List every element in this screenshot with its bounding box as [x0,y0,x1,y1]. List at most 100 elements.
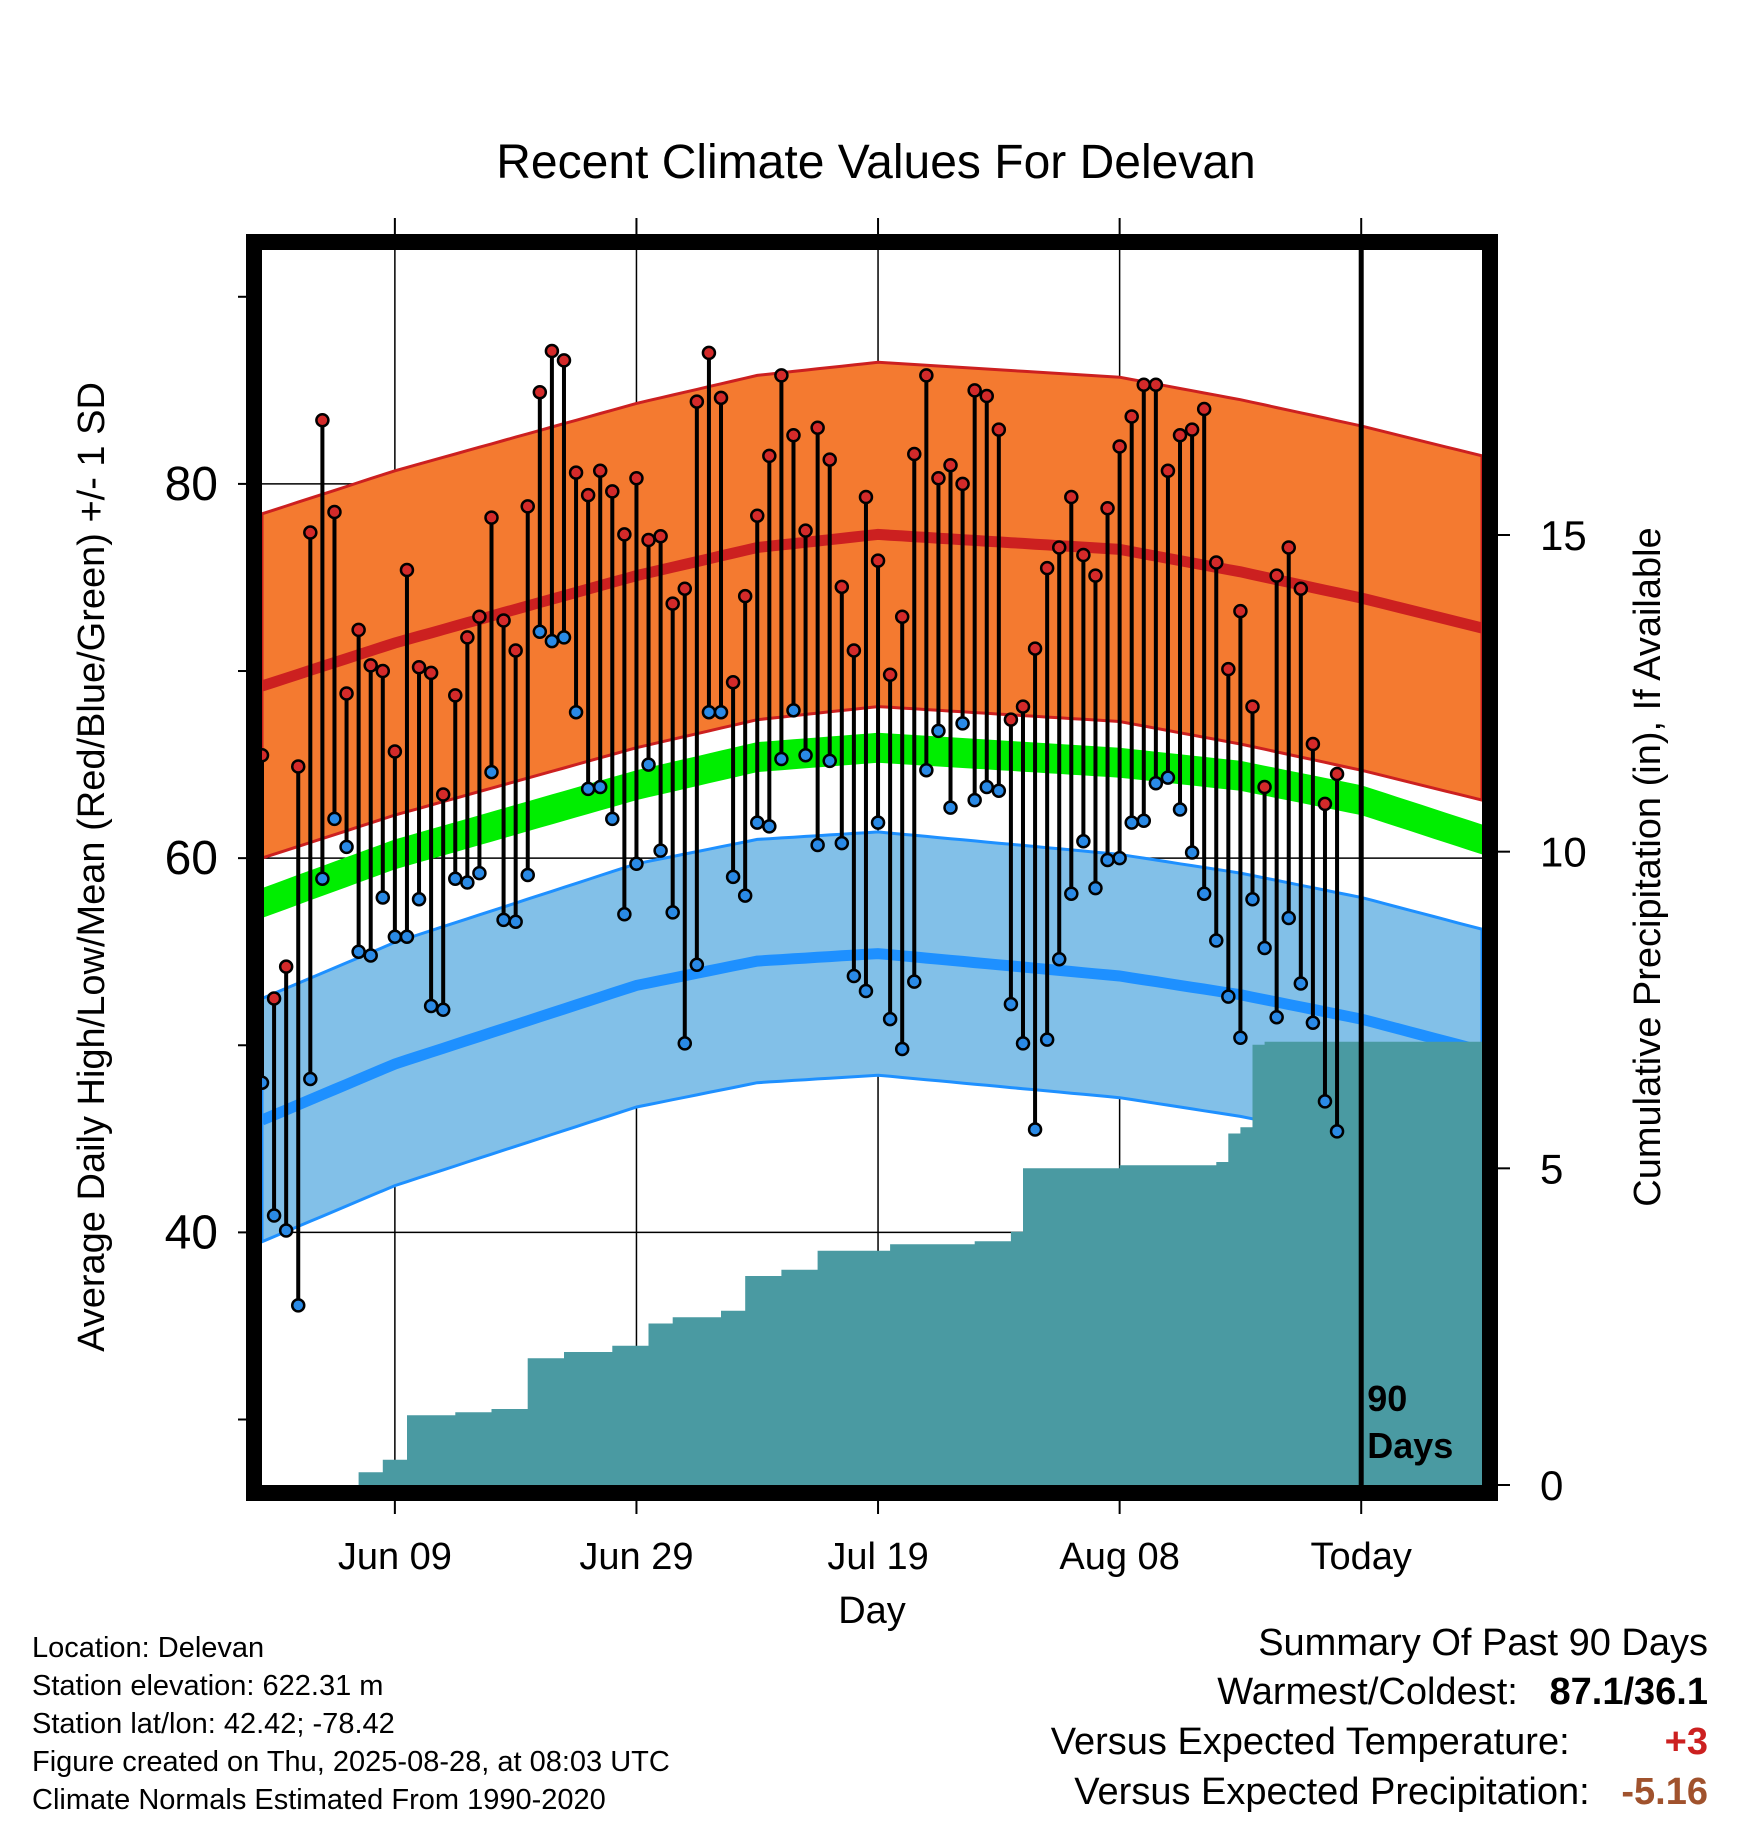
daily-low-point [399,929,415,944]
summary-warm-cold: Warmest/Coldest: 87.1/36.1 [1217,1671,1708,1714]
daily-low-point [1305,1015,1321,1031]
daily-high-point [327,504,342,520]
x-tick-label: Aug 08 [1059,1536,1179,1578]
daily-low-point [653,843,668,858]
info-location: Location: Delevan [32,1632,265,1664]
daily-high-point [653,529,668,544]
daily-low-point [1317,1094,1333,1109]
daily-high-point [1233,603,1248,619]
x-tick-label: Today [1311,1536,1412,1578]
daily-low-point [713,704,729,720]
daily-low-point [556,630,572,645]
info-created: Figure created on Thu, 2025-08-28, at 08… [32,1746,670,1778]
daily-high-point [423,665,439,681]
x-tick-label: Jun 09 [338,1536,452,1578]
daily-low-point [411,892,427,907]
daily-high-point [1245,699,1260,714]
info-latlon: Station lat/lon: 42.42; -78.42 [32,1708,395,1740]
daily-high-point [508,643,523,658]
daily-low-point [834,835,850,851]
daily-high-point [786,428,801,443]
daily-high-point [544,343,560,359]
daily-low-point [774,751,789,767]
daily-low-point [894,1041,910,1057]
daily-low-point [1039,1032,1055,1047]
daily-high-point [1209,555,1224,570]
daily-range-stems [260,351,1340,1306]
daily-high-point [1196,401,1212,417]
daily-high-point [943,457,958,473]
y-right-tick-label: 0 [1540,1462,1563,1509]
y-right-tick-label: 10 [1540,829,1587,876]
daily-low-point [701,704,717,720]
daily-high-point [532,384,548,400]
daily-low-point [423,998,439,1014]
daily-high-point [931,471,946,486]
daily-low-point [568,704,584,720]
daily-low-point [278,1223,294,1238]
daily-low-point [1051,951,1067,967]
daily-low-point [508,914,523,930]
daily-low-point [327,811,342,827]
daily-high-point [1076,547,1091,563]
daily-low-point [387,929,403,944]
daily-high-point [762,448,777,464]
daily-low-point [749,815,765,830]
daily-high-point [1039,560,1055,576]
daily-high-point [605,484,620,499]
daily-high-point [1100,500,1115,516]
daily-low-point [1257,940,1272,956]
daily-low-point [435,1002,451,1017]
daily-low-point [448,871,463,886]
daily-high-point [665,596,680,611]
daily-low-point [1293,976,1309,991]
daily-low-point [665,905,680,920]
daily-low-point [991,783,1007,799]
daily-high-point [810,420,825,436]
daily-high-point [1136,377,1152,392]
daily-high-point [520,499,535,514]
daily-high-point [1112,439,1127,454]
daily-low-point [580,781,596,797]
daily-low-point [810,837,825,853]
daily-high-point [846,643,862,658]
daily-high-point [1221,661,1236,677]
daily-high-point [1184,422,1200,437]
daily-low-point [882,1011,898,1027]
daily-high-point [894,609,910,625]
daily-low-point [472,865,487,881]
daily-high-point [399,562,415,578]
warm-cold-label: Warmest/Coldest: [1217,1671,1518,1713]
daily-high-point [472,609,487,625]
daily-high-point [1051,540,1067,555]
daily-low-point [1196,886,1212,901]
daily-high-point [1305,736,1321,752]
daily-low-point [1064,886,1079,901]
plot-frame [246,234,1498,1501]
daily-high-point [435,787,451,802]
daily-low-point [266,1208,282,1223]
daily-high-point [411,660,427,675]
temp-label: Versus Expected Temperature: [1050,1721,1570,1763]
daily-high-point [303,525,318,540]
daily-low-point [858,983,874,999]
daily-high-point [870,553,886,568]
daily-low-point [303,1071,318,1087]
daily-low-point [520,867,535,883]
daily-high-point [375,663,391,679]
precip-value: -5.16 [1621,1771,1708,1813]
daily-low-point [1221,989,1236,1004]
daily-low-point [1076,834,1091,849]
daily-high-point [1317,796,1333,812]
daily-low-point [1209,933,1224,948]
daily-high-point [1064,489,1079,505]
daily-low-point [1100,852,1115,868]
daily-low-point [1088,880,1103,896]
summary-temp: Versus Expected Temperature: +3 [1051,1721,1708,1764]
daily-low-point [846,968,862,984]
daily-high-point [290,759,306,774]
daily-low-point [532,624,548,639]
daily-low-point [351,944,366,959]
daily-low-point [955,716,970,731]
daily-low-point [907,974,922,989]
